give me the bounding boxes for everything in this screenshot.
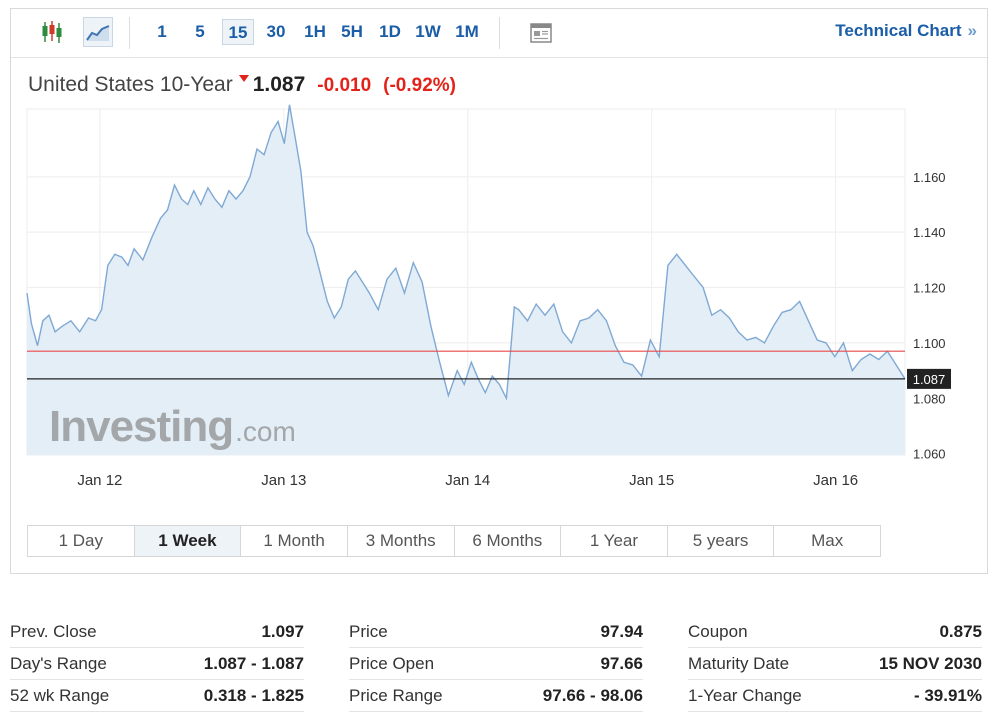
stat-label: Maturity Date bbox=[688, 654, 790, 673]
last-price: 1.087 bbox=[252, 73, 306, 96]
stat-row: Price Range 97.66 - 98.06 bbox=[349, 680, 643, 712]
price-line bbox=[26, 104, 906, 401]
timeframe-5[interactable]: 5 bbox=[195, 22, 205, 41]
stat-row: 52 wk Range 0.318 - 1.825 bbox=[10, 680, 304, 712]
stat-label: 52 wk Range bbox=[10, 686, 110, 705]
stat-label: Day's Range bbox=[10, 654, 107, 673]
timeframe-1w[interactable]: 1W bbox=[415, 22, 441, 41]
range-1-day[interactable]: 1 Day bbox=[58, 531, 104, 550]
price-change-percent: (-0.92%) bbox=[383, 75, 456, 96]
technical-chart-label: Technical Chart bbox=[835, 21, 962, 40]
y-tick-label: 1.160 bbox=[913, 170, 946, 185]
toolbar-divider bbox=[129, 17, 130, 49]
stats-column: Prev. Close 1.097 Day's Range 1.087 - 1.087… bbox=[10, 616, 304, 712]
instrument-headline: United States 10-Year 1.087 -0.010 (-0.92%) bbox=[28, 71, 456, 99]
area-chart-icon[interactable] bbox=[83, 17, 113, 47]
y-tick-label: 1.100 bbox=[913, 336, 946, 351]
stat-label: Price Open bbox=[349, 654, 435, 673]
x-tick-label: Jan 13 bbox=[261, 472, 306, 489]
candlestick-icon[interactable] bbox=[37, 17, 67, 47]
range-1-week[interactable]: 1 Week bbox=[133, 526, 241, 556]
timeframe-15[interactable]: 15 bbox=[222, 19, 254, 45]
price-chart[interactable]: 1.060 1.080 1.100 1.120 1.140 1.160 Jan 12 Jan … bbox=[11, 9, 987, 509]
stat-value: 0.318 - 1.825 bbox=[203, 686, 304, 705]
x-tick-label: Jan 15 bbox=[629, 472, 674, 489]
range-1-year[interactable]: 1 Year bbox=[560, 526, 667, 556]
stat-label: Price bbox=[349, 622, 388, 641]
stat-value: 15 NOV 2030 bbox=[878, 654, 982, 673]
x-tick-label: Jan 12 bbox=[77, 472, 122, 489]
investing-watermark-suffix: .com bbox=[235, 416, 296, 447]
stat-label: 1-Year Change bbox=[688, 686, 802, 705]
stat-label: Coupon bbox=[688, 622, 748, 641]
stat-label: Prev. Close bbox=[10, 622, 97, 641]
stat-row: Price 97.94 bbox=[349, 616, 643, 648]
stats-column: Price 97.94 Price Open 97.66 Price Range 97.6… bbox=[349, 616, 643, 712]
timeframe-1[interactable]: 1 bbox=[157, 22, 167, 41]
range-max[interactable]: Max bbox=[773, 526, 880, 556]
stat-value: 1.097 bbox=[261, 622, 304, 641]
price-change: -0.010 bbox=[317, 75, 372, 96]
y-tick-label: 1.120 bbox=[913, 281, 946, 296]
timeframe-30[interactable]: 30 bbox=[266, 22, 286, 41]
timeframe-1h[interactable]: 1H bbox=[304, 22, 326, 41]
timeframe-1d[interactable]: 1D bbox=[379, 22, 401, 41]
y-tick-label: 1.080 bbox=[913, 391, 946, 406]
chart-widget: 1 5 15 30 1H 5H 1D 1W 1M Technical Chart» United… bbox=[10, 8, 988, 574]
stat-row: 1-Year Change - 39.91% bbox=[688, 680, 982, 712]
toolbar-divider bbox=[499, 17, 500, 49]
stat-row: Day's Range 1.087 - 1.087 bbox=[10, 648, 304, 680]
y-tick-label: 1.060 bbox=[913, 447, 946, 462]
chart-toolbar: 1 5 15 30 1H 5H 1D 1W 1M Technical Chart» bbox=[11, 9, 987, 58]
stat-value: - 39.91% bbox=[913, 686, 982, 705]
stat-row: Prev. Close 1.097 bbox=[10, 616, 304, 648]
range-6-months[interactable]: 6 Months bbox=[453, 526, 561, 556]
price-area bbox=[27, 104, 905, 456]
x-tick-label: Jan 14 bbox=[445, 472, 490, 489]
last-price-badge-label: 1.087 bbox=[913, 372, 946, 387]
instrument-name: United States 10-Year bbox=[28, 73, 233, 96]
instrument-stats: Prev. Close 1.097 Day's Range 1.087 - 1.087… bbox=[10, 616, 988, 712]
range-5-years[interactable]: 5 years bbox=[666, 526, 774, 556]
stat-value: 97.94 bbox=[600, 622, 643, 641]
news-icon[interactable] bbox=[529, 21, 553, 50]
timeframe-5h[interactable]: 5H bbox=[341, 22, 363, 41]
range-selector: 1 Day 1 Week 1 Month 3 Months 6 Months 1 Year… bbox=[27, 525, 881, 557]
stat-label: Price Range bbox=[349, 686, 443, 705]
range-3-months[interactable]: 3 Months bbox=[346, 526, 454, 556]
timeframe-1m[interactable]: 1M bbox=[455, 22, 479, 41]
stat-value: 97.66 - 98.06 bbox=[542, 686, 643, 705]
double-chevron-right-icon: » bbox=[967, 21, 977, 40]
stat-row: Price Open 97.66 bbox=[349, 648, 643, 680]
x-tick-label: Jan 16 bbox=[813, 472, 858, 489]
range-1-month[interactable]: 1 Month bbox=[240, 526, 347, 556]
stat-value: 1.087 - 1.087 bbox=[203, 654, 304, 673]
investing-watermark-logo: Investing bbox=[49, 402, 233, 451]
stat-row: Coupon 0.875 bbox=[688, 616, 982, 648]
last-price-badge bbox=[907, 368, 951, 389]
stats-column: Coupon 0.875 Maturity Date 15 NOV 2030 1-Yea… bbox=[688, 616, 982, 712]
stat-value: 97.66 bbox=[600, 654, 643, 673]
stat-value: 0.875 bbox=[939, 622, 982, 641]
y-tick-label: 1.140 bbox=[913, 225, 946, 240]
technical-chart-link[interactable]: Technical Chart » bbox=[835, 21, 977, 41]
stat-row: Maturity Date 15 NOV 2030 bbox=[688, 648, 982, 680]
down-arrow-icon bbox=[238, 75, 249, 82]
